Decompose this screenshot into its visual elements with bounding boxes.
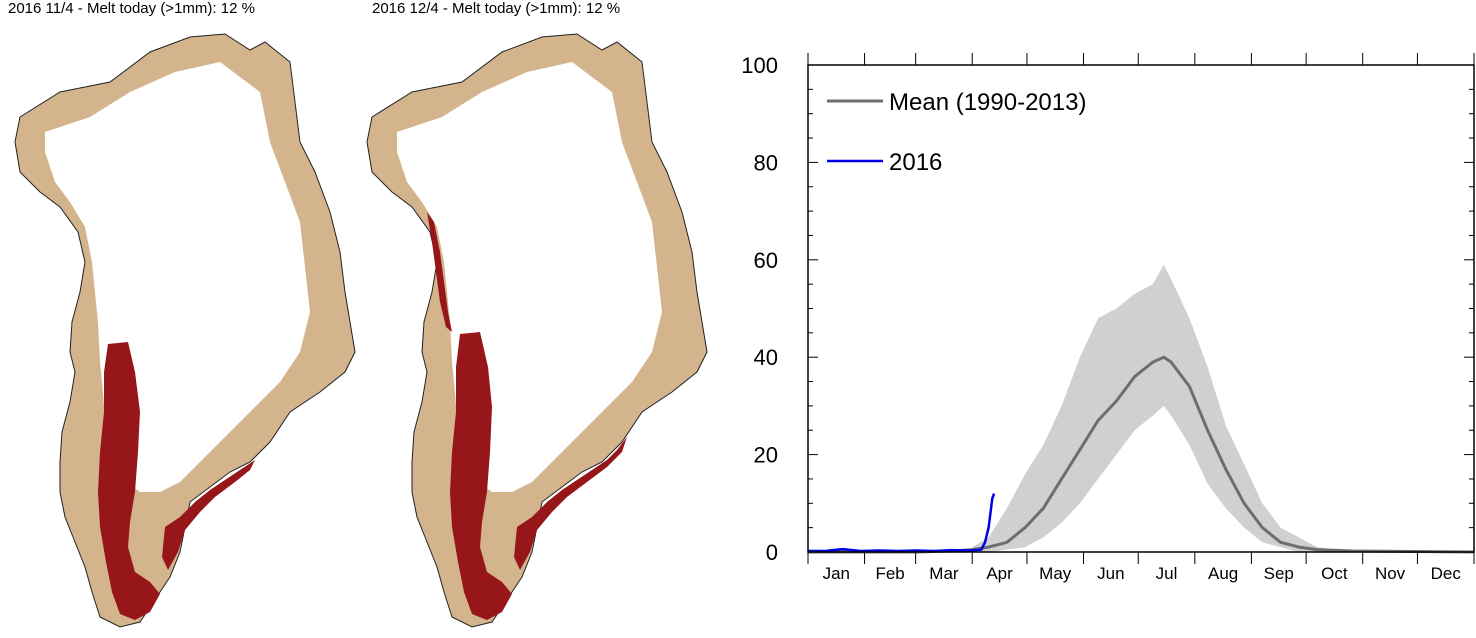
greenland-melt-map-1: [14, 33, 356, 628]
series-line-2016: [808, 493, 996, 553]
x-tick-label: Oct: [1321, 564, 1348, 583]
x-tick-label: Jan: [823, 564, 850, 583]
melt-region-west: [450, 332, 512, 620]
y-tick-label: 80: [754, 150, 778, 175]
x-tick-label: Jun: [1097, 564, 1124, 583]
chart-axes: 0 20 40 60 80 100 Jan Feb Mar Apr May Jun Jul Aug Sep O…: [741, 53, 1475, 583]
melt-map-panel-1: 2016 11/4 - Melt today (>1mm): 12 %: [0, 0, 360, 638]
melt-region-west-coast: [427, 212, 452, 332]
melt-map-panel-2: 2016 12/4 - Melt today (>1mm): 12 %: [352, 0, 712, 638]
variability-band: [972, 264, 1354, 552]
map-title-1: 2016 11/4 - Melt today (>1mm): 12 %: [8, 0, 255, 17]
melt-region-southeast: [162, 460, 255, 570]
x-tick-label: Feb: [875, 564, 904, 583]
legend-label: 2016: [889, 149, 942, 176]
series-lines: [808, 355, 1475, 554]
melt-extent-chart: 0 20 40 60 80 100 Jan Feb Mar Apr May Jun Jul Aug Sep O…: [741, 53, 1475, 583]
band-area: [972, 264, 1354, 552]
y-tick-label: 20: [754, 443, 778, 468]
x-tick-label: Apr: [986, 564, 1013, 583]
y-tick-label: 60: [754, 248, 778, 273]
series-line-mean: [808, 355, 1475, 554]
x-tick-label: Mar: [929, 564, 959, 583]
x-tick-label: May: [1039, 564, 1072, 583]
legend-label: Mean (1990-2013): [889, 89, 1086, 116]
x-tick-label: Jul: [1156, 564, 1178, 583]
x-tick-label: Nov: [1375, 564, 1406, 583]
x-tick-label: Dec: [1431, 564, 1462, 583]
y-tick-label: 40: [754, 345, 778, 370]
melt-region-southeast: [514, 437, 627, 570]
map-title-2: 2016 12/4 - Melt today (>1mm): 12 %: [372, 0, 621, 17]
x-tick-label: Aug: [1208, 564, 1238, 583]
y-tick-label: 0: [766, 540, 778, 565]
greenland-melt-map-2: [366, 33, 708, 628]
y-tick-label: 100: [741, 53, 778, 78]
melt-region-west: [98, 342, 160, 620]
chart-legend: Mean (1990-2013) 2016: [827, 89, 1086, 176]
x-tick-label: Sep: [1264, 564, 1294, 583]
